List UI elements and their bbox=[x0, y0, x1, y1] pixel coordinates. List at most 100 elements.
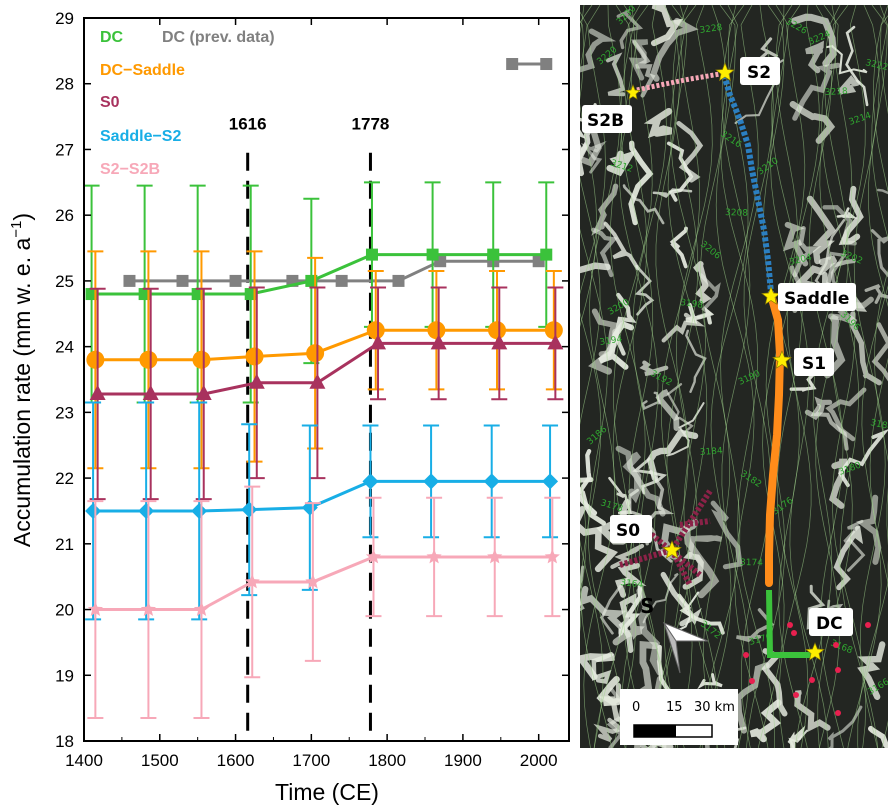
ridge bbox=[788, 729, 808, 748]
ridge bbox=[871, 322, 888, 382]
ridge bbox=[580, 585, 628, 633]
contour-line bbox=[670, 5, 719, 748]
map-panel: 3230 3228 3226 3224 3222 3220 3218 3216 3214 3212… bbox=[580, 5, 888, 748]
contour-line bbox=[817, 5, 866, 748]
track-saddle-s2 bbox=[721, 74, 774, 294]
data-point bbox=[248, 373, 265, 389]
ridge bbox=[661, 312, 705, 343]
ridge bbox=[782, 221, 809, 267]
label-saddle: Saddle bbox=[784, 289, 849, 309]
series-line bbox=[95, 555, 553, 612]
legend-item-s0: S0 bbox=[100, 94, 120, 111]
ridge bbox=[676, 121, 704, 183]
y-tick-label: 19 bbox=[55, 666, 74, 685]
ridge bbox=[789, 101, 836, 144]
contour-label: 3228 bbox=[699, 23, 723, 36]
ridge bbox=[792, 62, 841, 121]
label-s0: S0 bbox=[616, 521, 640, 541]
contour-line bbox=[808, 5, 844, 748]
star-s0 bbox=[662, 540, 682, 559]
data-point bbox=[138, 502, 155, 519]
ridge bbox=[580, 143, 588, 161]
ridge bbox=[804, 396, 833, 421]
ridge bbox=[877, 188, 888, 195]
track-s0 bbox=[619, 489, 713, 587]
contour-line bbox=[580, 20, 613, 748]
data-point bbox=[487, 248, 500, 261]
data-point bbox=[540, 58, 553, 71]
data-point bbox=[544, 321, 563, 340]
ridge bbox=[857, 641, 886, 700]
ridge bbox=[825, 387, 867, 442]
ridge bbox=[666, 141, 694, 202]
data-point bbox=[544, 549, 560, 564]
data-point bbox=[86, 350, 105, 369]
svg-text:15: 15 bbox=[666, 700, 683, 715]
star-s2 bbox=[715, 62, 735, 82]
ridge bbox=[843, 519, 866, 572]
series-dc-prev-data- bbox=[506, 58, 553, 71]
ridge bbox=[608, 476, 633, 515]
contour-line bbox=[655, 5, 689, 748]
contour-line bbox=[771, 5, 809, 748]
star-saddle bbox=[761, 286, 781, 305]
ridge bbox=[669, 226, 688, 269]
y-tick-label: 22 bbox=[55, 469, 74, 488]
y-tick-label: 18 bbox=[55, 732, 74, 751]
ridge bbox=[806, 195, 836, 265]
data-point bbox=[491, 334, 508, 350]
data-point bbox=[542, 473, 559, 490]
data-point bbox=[245, 347, 264, 366]
series-s0 bbox=[89, 286, 564, 501]
track-dc bbox=[766, 589, 813, 658]
ridge bbox=[616, 8, 644, 50]
ridge bbox=[826, 44, 868, 75]
data-point bbox=[365, 549, 382, 564]
track-dc-saddle bbox=[765, 291, 785, 587]
contour-line bbox=[580, 11, 627, 748]
ridge bbox=[850, 311, 882, 386]
ridge bbox=[864, 284, 888, 304]
dc-points bbox=[743, 622, 871, 716]
ridge bbox=[580, 28, 617, 73]
ridge bbox=[666, 402, 705, 457]
ridge bbox=[870, 229, 888, 278]
ridge bbox=[655, 389, 680, 431]
data-point bbox=[123, 274, 136, 287]
data-point bbox=[176, 274, 189, 287]
svg-text:30 km: 30 km bbox=[694, 700, 735, 715]
ridge bbox=[650, 17, 699, 82]
ridge bbox=[652, 188, 693, 199]
data-point bbox=[366, 321, 385, 340]
site-stars bbox=[625, 62, 825, 661]
legend: DC DC (prev. data) DC−Saddle S0 Saddle−S… bbox=[100, 29, 275, 178]
ridge bbox=[868, 725, 888, 748]
ridge bbox=[642, 572, 679, 624]
legend-item-s2-s2b: S2−S2B bbox=[100, 161, 160, 178]
data-point bbox=[306, 344, 325, 363]
x-axis: 1400 1500 1600 1700 1800 1900 2000 bbox=[65, 18, 558, 770]
legend-item-saddle-s2: Saddle−S2 bbox=[100, 128, 181, 145]
ridge bbox=[677, 593, 725, 635]
ridge bbox=[580, 477, 606, 526]
x-tick-label: 1800 bbox=[368, 751, 406, 770]
contour-label: 3218 bbox=[825, 87, 849, 98]
x-tick-label: 2000 bbox=[520, 751, 558, 770]
ridge bbox=[685, 329, 707, 393]
y-tick-label: 24 bbox=[55, 338, 74, 357]
star-s1 bbox=[772, 350, 792, 369]
contour-line bbox=[699, 5, 749, 748]
site-labels: S2 S2B Saddle S1 S0 DC bbox=[582, 57, 856, 636]
data-point bbox=[309, 373, 326, 389]
ridge bbox=[591, 227, 618, 278]
ridge bbox=[639, 360, 669, 377]
ridge bbox=[836, 207, 858, 219]
label-dc: DC bbox=[816, 614, 843, 634]
y-tick-label: 27 bbox=[55, 140, 74, 159]
y-tick-label: 20 bbox=[55, 601, 74, 620]
contour-line bbox=[757, 5, 798, 748]
contour-line bbox=[715, 5, 769, 748]
contour-line bbox=[821, 5, 867, 748]
data-point bbox=[142, 384, 159, 400]
